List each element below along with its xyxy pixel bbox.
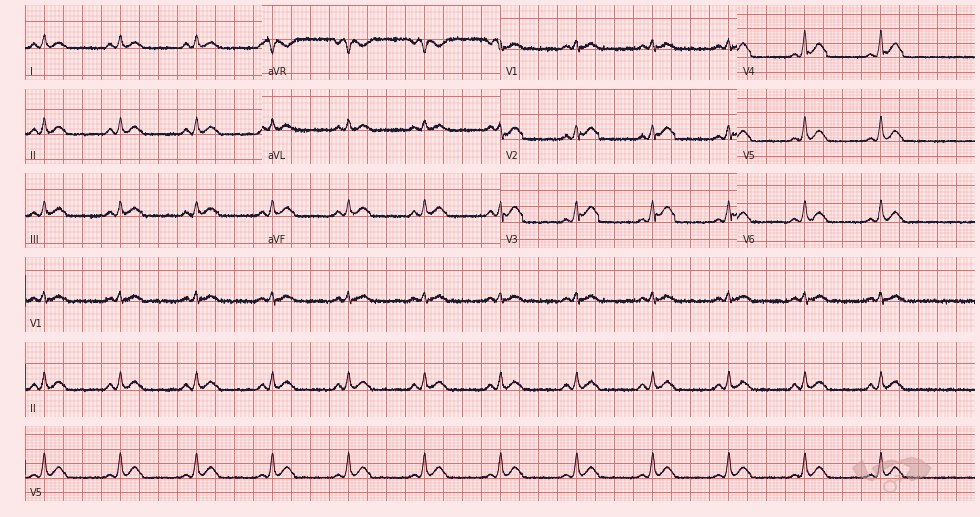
Text: V3: V3 xyxy=(506,235,518,246)
Bar xyxy=(12,363,24,390)
Text: II: II xyxy=(30,404,36,414)
Bar xyxy=(12,275,24,306)
Text: V5: V5 xyxy=(30,488,43,498)
Text: II: II xyxy=(30,151,36,161)
Bar xyxy=(10,195,23,222)
Text: aVR: aVR xyxy=(268,67,287,77)
Text: I: I xyxy=(30,67,33,77)
Text: V5: V5 xyxy=(743,151,756,161)
Text: aVF: aVF xyxy=(268,235,286,246)
Text: V1: V1 xyxy=(506,67,518,77)
Text: III: III xyxy=(30,235,39,246)
Text: V6: V6 xyxy=(743,235,756,246)
Text: ♂: ♂ xyxy=(881,474,903,498)
Bar xyxy=(10,113,23,138)
Bar xyxy=(12,460,24,475)
Polygon shape xyxy=(853,458,931,481)
Text: V2: V2 xyxy=(506,151,518,161)
Text: aVL: aVL xyxy=(268,151,286,161)
Bar xyxy=(10,27,23,54)
Text: V1: V1 xyxy=(30,320,43,329)
Text: V4: V4 xyxy=(743,67,756,77)
